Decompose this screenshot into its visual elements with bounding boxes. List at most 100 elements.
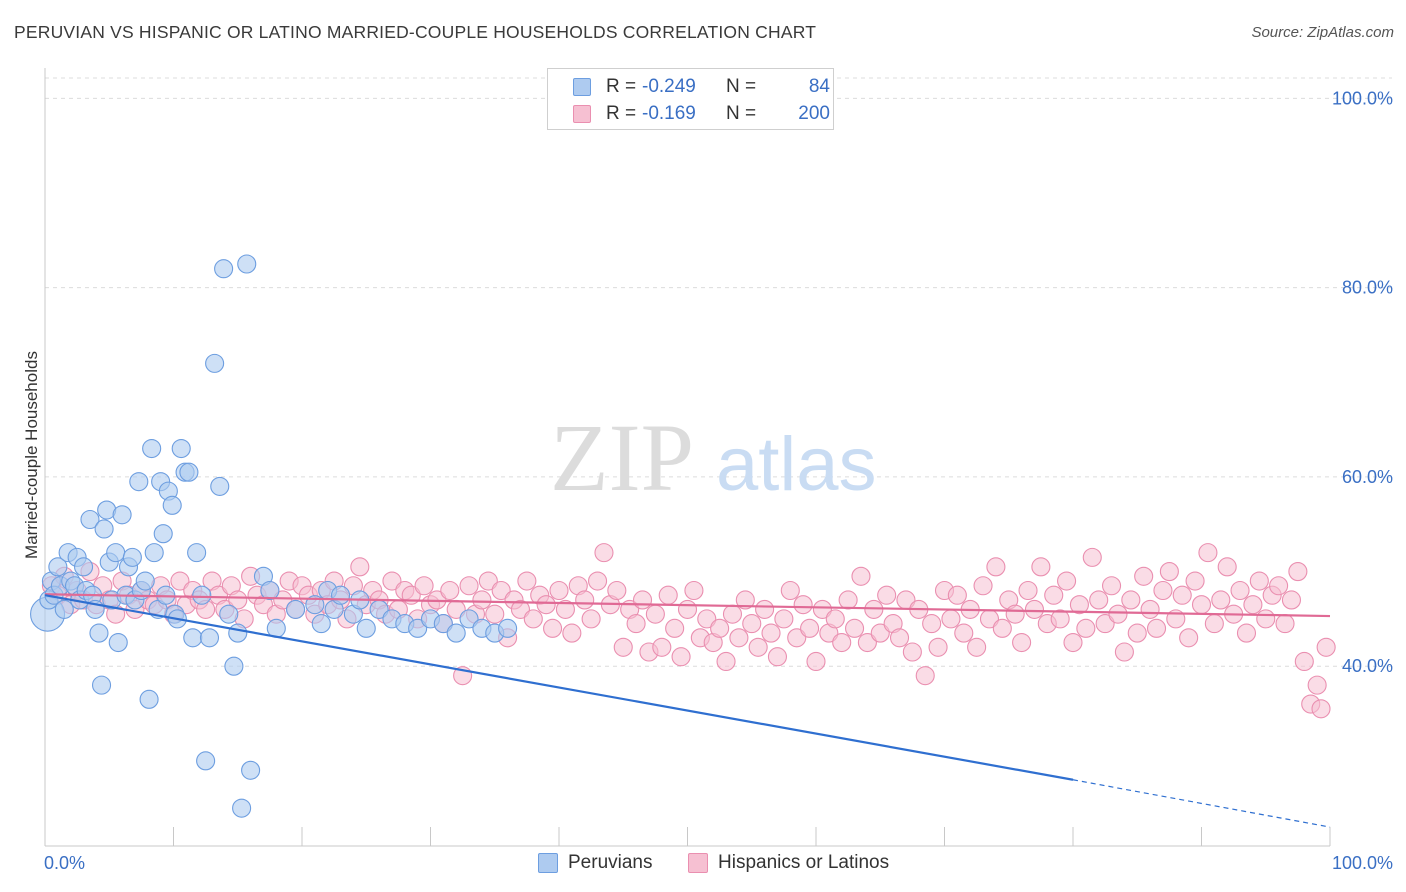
hispanics-point — [1108, 604, 1128, 624]
hispanics-point — [1191, 595, 1212, 615]
peruvians-point — [237, 254, 257, 274]
hispanics-point — [1316, 637, 1336, 657]
hispanics-point — [748, 637, 768, 657]
peruvians-point — [171, 438, 191, 459]
hispanics-point — [722, 604, 743, 624]
peruvians-point — [91, 675, 112, 695]
hispanics-point — [1211, 590, 1231, 610]
hispanics-legend-swatch — [688, 853, 708, 873]
watermark-atlas: atlas — [716, 422, 877, 507]
hispanics-point — [870, 623, 890, 643]
hispanics-point — [729, 628, 749, 648]
peruvians-point — [89, 623, 109, 643]
hispanics-point — [549, 580, 569, 601]
n-value: 84 — [808, 76, 830, 97]
hispanics-point — [1114, 642, 1134, 662]
hispanics-point — [1217, 557, 1237, 577]
peruvians-point — [219, 604, 239, 624]
hispanics-point — [915, 666, 935, 686]
hispanics-point — [523, 609, 543, 629]
hispanics-point — [652, 637, 672, 657]
hispanics-point — [710, 618, 730, 638]
x-tick-label: 100.0% — [1332, 853, 1393, 873]
peruvians-point — [162, 495, 182, 515]
hispanics-point — [800, 618, 820, 638]
hispanics-point — [1230, 580, 1250, 601]
hispanics-point — [922, 614, 942, 634]
peruvians-point — [48, 557, 68, 577]
hispanics-point — [986, 557, 1006, 577]
peruvians-swatch — [573, 78, 591, 96]
hispanics-point — [414, 576, 434, 596]
hispanics-point — [1249, 571, 1269, 591]
hispanics-point — [1146, 618, 1167, 638]
hispanics-point — [1185, 571, 1205, 591]
peruvians-point — [135, 571, 155, 591]
hispanics-point — [1063, 632, 1083, 653]
hispanics-point — [575, 590, 595, 610]
hispanics-point — [832, 632, 852, 653]
hispanics-point — [889, 628, 910, 648]
hispanics-point — [658, 585, 678, 605]
peruvians-point — [241, 760, 261, 780]
hispanics-point — [1095, 614, 1115, 634]
hispanics-point — [716, 651, 736, 672]
peruvians-point — [199, 628, 220, 648]
hispanics-point — [825, 609, 845, 629]
peruvians-trend-line — [44, 594, 1074, 781]
hispanics-point — [1069, 595, 1089, 615]
hispanics-point — [478, 571, 498, 591]
hispanics-point — [517, 571, 537, 591]
hispanics-point — [510, 599, 531, 619]
hispanics-point — [543, 618, 563, 638]
hispanics-point — [607, 580, 627, 601]
watermark: ZIP atlas — [550, 404, 877, 511]
hispanics-point — [1050, 609, 1070, 629]
peruvians-point — [260, 580, 280, 601]
hispanics-point — [684, 580, 704, 601]
hispanics-point — [632, 590, 653, 610]
hispanics-point — [677, 599, 698, 619]
hispanics-point — [947, 585, 967, 605]
hispanics-point — [1311, 699, 1331, 719]
peruvians-point — [330, 585, 351, 605]
hispanics-point — [992, 618, 1012, 638]
hispanics-point — [967, 637, 987, 657]
legend-label: Hispanics or Latinos — [718, 852, 890, 873]
hispanics-point — [536, 595, 556, 615]
hispanics-point — [1281, 590, 1301, 610]
hispanics-point — [735, 590, 755, 610]
peruvians-point — [214, 259, 234, 279]
peruvians-point — [228, 623, 248, 643]
y-tick-label: 100.0% — [1332, 88, 1393, 108]
peruvians-point — [196, 751, 216, 771]
hispanics-point — [1179, 628, 1199, 648]
hispanics-point — [382, 571, 402, 591]
hispanics-point — [626, 614, 646, 634]
peruvians-point — [179, 462, 199, 482]
hispanics-point — [838, 590, 858, 610]
r-label: R = — [606, 76, 637, 97]
hispanics-point — [857, 632, 877, 653]
peruvians-point — [144, 543, 164, 563]
hispanics-point — [1082, 547, 1102, 567]
peruvians-point — [210, 476, 230, 496]
peruvians-point — [433, 614, 453, 634]
hispanics-point — [1012, 632, 1032, 653]
hispanics-point — [1198, 543, 1218, 563]
r-value: -0.249 — [642, 76, 696, 97]
hispanics-point — [1307, 675, 1327, 695]
hispanics-trend-line — [44, 593, 1331, 618]
peruvians-point — [80, 509, 100, 530]
hispanics-point — [902, 642, 922, 662]
hispanics-point — [1172, 585, 1192, 605]
hispanics-point — [1288, 562, 1308, 582]
hispanics-point — [581, 609, 601, 629]
peruvians-point — [142, 438, 162, 459]
stats-legend: R = -0.249 N = 84 R = -0.169 N = 200 — [547, 68, 834, 130]
hispanics-point — [755, 599, 775, 619]
hispanics-point — [645, 604, 665, 624]
peruvians-points-layer — [30, 254, 518, 818]
y-tick-label: 60.0% — [1342, 467, 1393, 487]
hispanics-point — [1031, 557, 1051, 577]
